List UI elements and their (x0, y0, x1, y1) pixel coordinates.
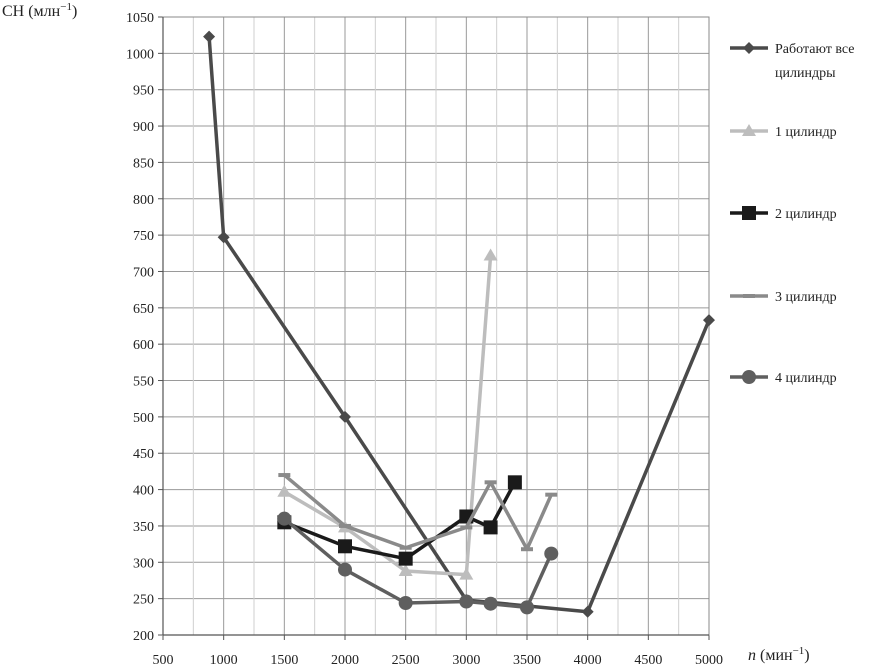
series-group (203, 30, 715, 618)
y-tick-label: 650 (133, 302, 154, 317)
series-1-point (703, 314, 715, 327)
x-tick-label: 3000 (452, 653, 480, 668)
series-5-point (520, 600, 534, 615)
legend-item-5-point (742, 370, 756, 384)
y-tick-label: 550 (133, 375, 154, 390)
series-4-point (339, 523, 351, 528)
series-4-point (399, 545, 412, 550)
y-tick-label: 750 (133, 229, 154, 244)
x-tick-label: 1000 (210, 653, 238, 668)
series-2 (277, 248, 498, 580)
x-tick-label: 2500 (392, 653, 420, 668)
series-4 (278, 473, 558, 552)
series-1-point (339, 410, 351, 423)
y-tick-label: 600 (133, 338, 154, 353)
series-2-point (398, 564, 413, 577)
legend-item-1-label: цилиндры (775, 66, 836, 81)
y-tick-label: 1050 (126, 11, 154, 26)
series-1-line (207, 34, 711, 614)
x-tick-label: 4500 (634, 653, 662, 668)
legend-item-4[interactable]: 3 цилиндр (730, 290, 837, 305)
y-tick-label: 900 (133, 120, 154, 135)
series-4-point (545, 492, 558, 497)
x-tick-label: 1500 (270, 653, 298, 668)
series-5-point (459, 594, 474, 609)
series-2-line (282, 253, 493, 577)
y-tick-label: 800 (133, 193, 154, 208)
series-2-point (459, 567, 474, 580)
x-tick-label: 4000 (574, 653, 602, 668)
y-tick-label: 700 (133, 265, 154, 280)
series-3-point (483, 520, 498, 535)
y-axis-title: CH (млн−1) (2, 1, 77, 20)
legend: Работают все цилиндры 1 цилиндр 2 цилиндр 3 … (730, 42, 854, 386)
y-tick-label: 300 (133, 556, 154, 571)
series-4-point (521, 547, 533, 552)
series-3-point (338, 539, 352, 554)
y-tick-label: 450 (133, 447, 154, 462)
series-5-point (483, 596, 498, 611)
x-tick-label: 500 (153, 653, 174, 668)
grid (162, 16, 710, 636)
legend-item-3[interactable]: 2 цилиндр (730, 206, 837, 222)
series-4-point (278, 473, 291, 478)
legend-item-1-label: Работают все (775, 42, 854, 57)
series-2-point (277, 484, 292, 497)
series-4-point (484, 480, 497, 485)
y-tick-label: 350 (133, 520, 154, 535)
legend-item-1[interactable]: Работают все цилиндры (730, 42, 854, 81)
legend-item-3-point (742, 206, 756, 220)
y-tick-label: 500 (133, 411, 154, 426)
legend-item-5-label: 4 цилиндр (775, 371, 837, 386)
series-5-point (338, 562, 352, 577)
x-tick-label: 5000 (695, 653, 723, 668)
legend-item-2-label: 1 цилиндр (775, 125, 837, 140)
x-tick-label: 2000 (331, 653, 359, 668)
legend-item-5[interactable]: 4 цилиндр (730, 370, 837, 386)
series-5-point (544, 546, 559, 561)
series-5-line (282, 516, 554, 610)
y-tick-label: 950 (133, 84, 154, 99)
series-5-point (277, 511, 292, 526)
legend-item-4-label: 3 цилиндр (775, 290, 837, 305)
series-1-point (203, 30, 216, 43)
series-5 (277, 511, 559, 615)
legend-item-1-point (743, 42, 755, 54)
legend-item-3-label: 2 цилиндр (775, 207, 837, 222)
series-2-point (483, 248, 498, 261)
y-tick-label: 200 (133, 629, 154, 644)
series-3-point (398, 551, 413, 566)
x-tick-label: 3500 (513, 653, 541, 668)
x-axis-title: n (мин−1) (748, 645, 810, 664)
series-1-point (217, 231, 230, 244)
legend-item-2[interactable]: 1 цилиндр (730, 124, 837, 140)
series-3-point (507, 475, 522, 490)
series-4-point (460, 525, 473, 530)
y-tick-label: 850 (133, 156, 154, 171)
series-5-point (398, 596, 413, 611)
legend-item-2-point (742, 124, 756, 136)
y-tick-label: 1000 (126, 47, 154, 62)
y-tick-label: 250 (133, 593, 154, 608)
y-tick-label: 400 (133, 484, 154, 499)
legend-item-4-point (743, 294, 755, 298)
series-1-point (581, 605, 594, 618)
